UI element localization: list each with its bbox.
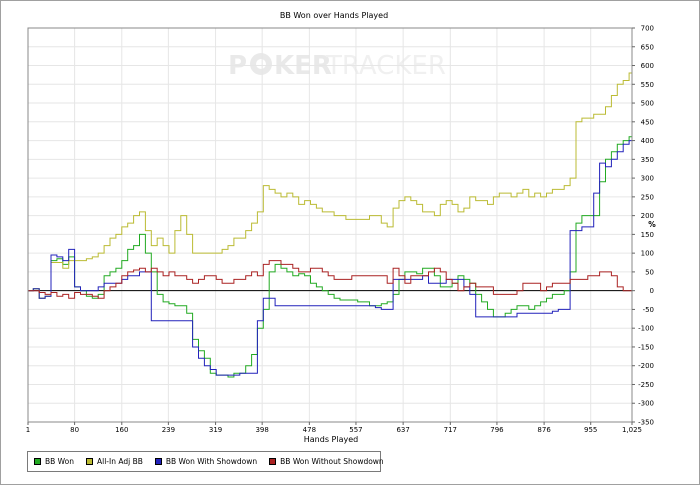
legend-item: BB Won Without Showdown	[269, 457, 384, 466]
y-tick-label: 350	[641, 156, 654, 164]
y-tick-label: 250	[641, 193, 654, 201]
x-axis-label: Hands Played	[304, 435, 358, 444]
legend-item: BB Won With Showdown	[154, 457, 258, 466]
legend-label: All-In Adj BB	[97, 457, 143, 466]
y-tick-label: -50	[643, 306, 654, 314]
y-tick-label: 50	[645, 268, 654, 276]
legend-swatch	[269, 458, 277, 465]
grid	[27, 27, 633, 423]
y-axis-label: %	[648, 220, 656, 229]
legend: BB Won All-In Adj BB BB Won With Showdown B…	[27, 451, 384, 472]
y-tick-label: -300	[638, 400, 654, 408]
legend-swatch	[34, 458, 41, 465]
y-tick-label: -100	[638, 325, 654, 333]
series-line-2	[28, 140, 632, 376]
legend-label: BB Won	[45, 457, 74, 466]
legend-label: BB Won Without Showdown	[280, 457, 384, 466]
y-tick-label: 150	[641, 231, 654, 239]
y-tick-label: 600	[641, 62, 654, 70]
series-line-1	[28, 65, 633, 299]
y-tick-label: 550	[641, 81, 654, 89]
y-tick-label: 200	[641, 212, 654, 220]
y-tick-label: 650	[641, 43, 654, 51]
x-tick-label: 160	[115, 426, 128, 434]
legend-swatch	[154, 458, 162, 465]
x-tick-label: 557	[349, 426, 362, 434]
y-tick-label: -150	[638, 343, 654, 351]
y-tick-label: 500	[641, 100, 654, 108]
y-tick-label: 300	[641, 175, 654, 183]
x-tick-label: 955	[584, 426, 597, 434]
legend-label: BB Won With Showdown	[165, 457, 258, 466]
x-tick-label: 1,025	[622, 426, 642, 434]
x-tick-label: 1	[26, 426, 30, 434]
x-tick-label: 637	[396, 426, 409, 434]
chart-title: BB Won over Hands Played	[280, 11, 388, 20]
y-tick-label: -250	[638, 381, 654, 389]
y-tick-label: -350	[638, 419, 654, 427]
series-lines	[28, 65, 633, 378]
y-tick-label: 400	[641, 137, 654, 145]
watermark-chip-inner	[256, 59, 266, 69]
x-tick-label: 478	[303, 426, 316, 434]
series-line-3	[28, 260, 633, 299]
y-axis-ticks: -350 -300 -250 -200 -150 -100 -50 0 50 100 150 200 2…	[632, 25, 654, 427]
x-tick-label: 239	[162, 426, 175, 434]
y-tick-label: 0	[650, 287, 654, 295]
series-line-0	[28, 121, 633, 378]
plot-area-border	[27, 27, 633, 423]
x-axis-ticks: 1 80 160 239 319 398 478 557 637 717 796 876 955 1,02…	[26, 422, 642, 434]
x-tick-label: 319	[209, 426, 222, 434]
y-tick-label: -200	[638, 362, 654, 370]
y-tick-label: 100	[641, 250, 654, 258]
x-tick-label: 796	[490, 426, 504, 434]
legend-item: BB Won	[34, 457, 74, 466]
y-tick-label: 450	[641, 118, 654, 126]
legend-swatch	[86, 458, 93, 465]
y-tick-label: 700	[641, 25, 654, 33]
x-tick-label: 398	[255, 426, 268, 434]
x-tick-label: 717	[444, 426, 457, 434]
x-tick-label: 80	[70, 426, 79, 434]
x-tick-label: 876	[537, 426, 551, 434]
legend-item: All-In Adj BB	[86, 457, 143, 466]
